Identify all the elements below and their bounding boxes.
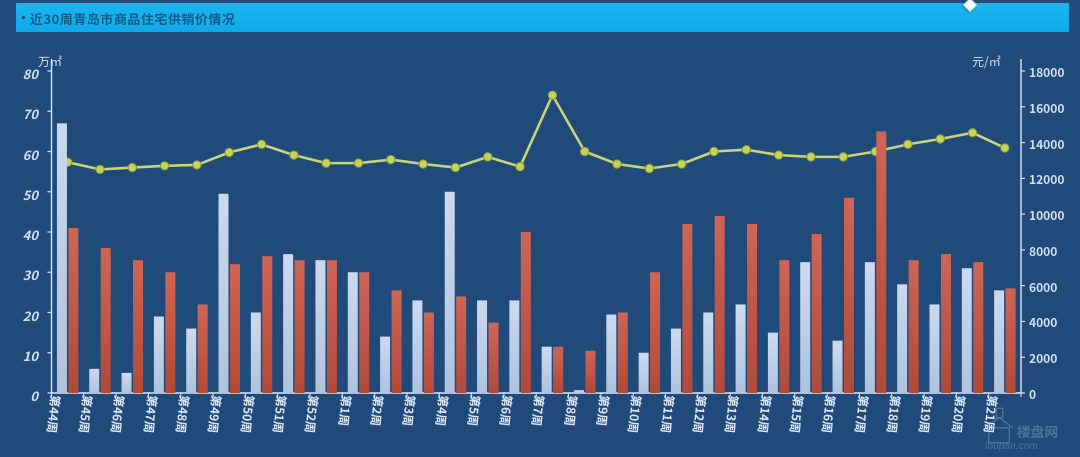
- svg-text:楼盘网: 楼盘网: [1017, 422, 1059, 442]
- svg-text:loupan.com: loupan.com: [985, 441, 1038, 452]
